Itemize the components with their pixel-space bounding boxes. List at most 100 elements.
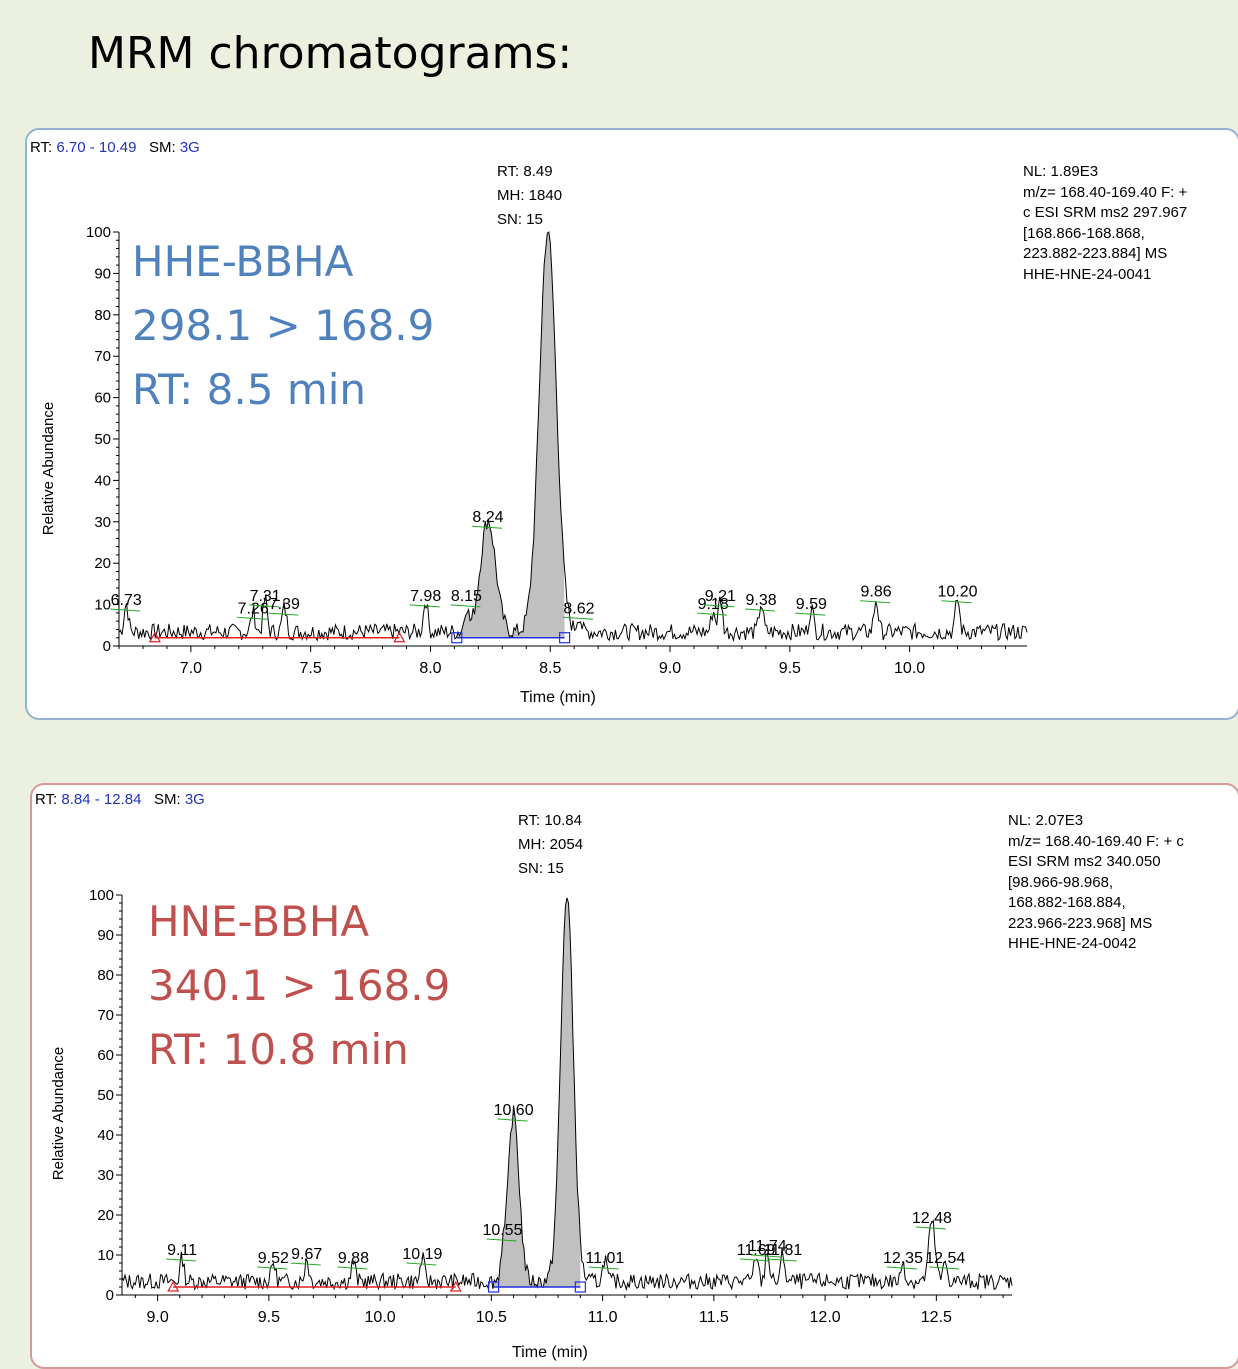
- peak-label-tick: [766, 1258, 797, 1262]
- integration-marker: [451, 632, 463, 644]
- y-tick-label: 100: [89, 887, 114, 904]
- y-tick-label: 10: [94, 597, 111, 614]
- x-tick-label: 11.0: [588, 1309, 618, 1326]
- peak-label: 7.39: [268, 596, 300, 616]
- peak-label-tick: [471, 525, 502, 529]
- peak-label-tick: [237, 616, 268, 620]
- info-line: NL: 1.89E3: [1023, 163, 1099, 180]
- peak-label-tick: [268, 612, 299, 616]
- chromatogram-plot: 0 10 20 30 40 50 60 70 80 90 100 9.0 9.5 10.0 10.5 11.0…: [89, 887, 1013, 1326]
- peak-label: 11.74: [748, 1238, 787, 1258]
- peak-label: 11.69: [737, 1242, 776, 1262]
- integration-marker: [574, 1281, 586, 1293]
- y-tick-label: 30: [97, 1167, 114, 1184]
- retention-time: RT: 10.8 min: [148, 1025, 409, 1074]
- peak-label-text: 10.55: [482, 1222, 522, 1239]
- peak-label-tick: [860, 600, 891, 604]
- peak-label: 12.35: [883, 1250, 923, 1270]
- peak-label: 12.48: [912, 1210, 952, 1230]
- x-tick-label: 11.5: [699, 1309, 729, 1326]
- x-tick-label: 10.0: [365, 1309, 396, 1326]
- peak-label-text: 9.59: [796, 596, 827, 613]
- peak-label: 7.98: [409, 588, 441, 608]
- peak-label-tick: [450, 604, 481, 608]
- info-line: c ESI SRM ms2 297.967: [1023, 204, 1188, 221]
- apex-sn: SN: 15: [497, 211, 543, 228]
- peak-label: 9.11: [166, 1242, 197, 1262]
- peak-label: 9.52: [257, 1250, 289, 1270]
- x-tick-label: 9.5: [258, 1309, 280, 1326]
- peak-label-text: 9.21: [705, 588, 736, 605]
- peak-label: 12.54: [925, 1250, 965, 1270]
- peak-label-tick: [257, 1266, 288, 1270]
- x-tick-label: 9.0: [659, 660, 681, 677]
- x-axis-label: Time (min): [520, 689, 596, 706]
- x-tick-label: 12.5: [921, 1309, 952, 1326]
- compound-name: HNE-BBHA: [148, 897, 370, 946]
- info-line: NL: 2.07E3: [1008, 812, 1084, 829]
- info-line: m/z= 168.40-169.40 F: +: [1023, 183, 1188, 201]
- y-tick-label: 50: [94, 431, 111, 448]
- y-tick-label: 80: [97, 967, 114, 984]
- rt-range-header: RT: 6.70 - 10.49 SM: 3G: [30, 139, 200, 156]
- compound-name: HHE-BBHA: [132, 237, 354, 286]
- y-tick-label: 0: [103, 638, 111, 655]
- apex-rt: RT: 10.84: [518, 812, 582, 829]
- peak-label-tick: [409, 604, 440, 608]
- peak-label: 10.60: [494, 1102, 534, 1122]
- peak-label-text: 11.01: [585, 1250, 624, 1267]
- baseline-marker: [393, 631, 406, 643]
- info-line: HHE-HNE-24-0041: [1023, 265, 1152, 283]
- peak-label-text: 9.88: [338, 1250, 369, 1267]
- baseline-marker: [148, 631, 161, 643]
- y-tick-label: 40: [94, 472, 111, 489]
- sm-value: 3G: [179, 139, 200, 156]
- peak-label-tick: [588, 1266, 619, 1270]
- apex-mh: MH: 1840: [497, 187, 563, 204]
- peak-label-text: 8.15: [451, 588, 482, 605]
- peak-label-tick: [497, 1118, 528, 1122]
- y-tick-label: 70: [94, 348, 111, 365]
- peak-label: 8.15: [450, 588, 482, 608]
- x-tick-label: 8.0: [419, 660, 441, 677]
- peak-label-text: 12.48: [912, 1210, 952, 1227]
- peak-label-tick: [486, 1238, 517, 1242]
- peak-label-text: 7.39: [269, 596, 300, 613]
- peak-label: 9.59: [795, 596, 827, 616]
- scan-info: NL: 1.89E3 m/z= 168.40-169.40 F: + c ESI…: [1023, 162, 1187, 285]
- rt-range-value: 6.70 - 10.49: [56, 139, 137, 156]
- peak-label: 11.01: [585, 1250, 624, 1270]
- peak-label-tick: [745, 608, 776, 612]
- peak-label-text: 10.20: [937, 584, 977, 601]
- peak-label: 9.18: [697, 596, 729, 616]
- rt-range-value: 8.84 - 12.84: [61, 791, 142, 808]
- peak-label-text: 9.18: [698, 596, 729, 613]
- y-tick-label: 20: [94, 555, 111, 572]
- peak-label-text: 12.35: [883, 1250, 923, 1267]
- peak-label: 10.20: [937, 584, 978, 604]
- peak-label: 9.67: [290, 1246, 322, 1266]
- peak-label: 10.19: [402, 1246, 442, 1266]
- apex-sn: SN: 15: [518, 860, 564, 877]
- y-tick-label: 60: [97, 1047, 114, 1064]
- peak-label-tick: [795, 612, 826, 616]
- rt-label: RT:: [30, 139, 53, 156]
- y-tick-label: 30: [94, 514, 111, 531]
- info-line: 223.882-223.884] MS: [1023, 245, 1168, 262]
- compound-overlay: HNE-BBHA 340.1 > 168.9 RT: 10.8 min: [148, 890, 450, 1082]
- peak-label-text: 6.73: [111, 592, 142, 609]
- y-tick-label: 10: [97, 1247, 114, 1264]
- peak-label-tick: [406, 1262, 437, 1266]
- peak-label-text: 7.98: [410, 588, 441, 605]
- x-tick-label: 9.0: [146, 1309, 168, 1326]
- peak-label: 10.55: [482, 1222, 523, 1242]
- peak-label-tick: [740, 1258, 771, 1262]
- peak-label: 8.62: [562, 600, 595, 620]
- sm-label: SM:: [153, 791, 181, 808]
- info-line: 168.882-168.884,: [1008, 894, 1126, 911]
- info-line: m/z= 168.40-169.40 F: + c: [1008, 832, 1184, 850]
- scan-info: NL: 2.07E3 m/z= 168.40-169.40 F: + c ESI…: [1008, 811, 1184, 955]
- sm-label: SM:: [148, 139, 176, 156]
- rt-label: RT:: [35, 791, 58, 808]
- peak-label-tick: [929, 1266, 960, 1270]
